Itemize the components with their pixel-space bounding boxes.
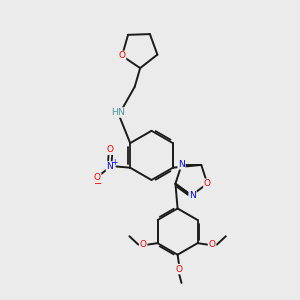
Text: O: O — [94, 173, 101, 182]
Text: O: O — [204, 179, 211, 188]
Text: O: O — [176, 265, 183, 274]
Text: O: O — [208, 240, 215, 249]
Text: N: N — [106, 162, 113, 171]
Text: N: N — [189, 191, 196, 200]
Text: +: + — [111, 158, 117, 167]
Text: O: O — [107, 145, 114, 154]
Text: O: O — [118, 51, 125, 60]
Text: HN: HN — [111, 108, 125, 117]
Text: N: N — [178, 160, 185, 169]
Text: O: O — [140, 240, 147, 249]
Text: −: − — [94, 179, 102, 189]
